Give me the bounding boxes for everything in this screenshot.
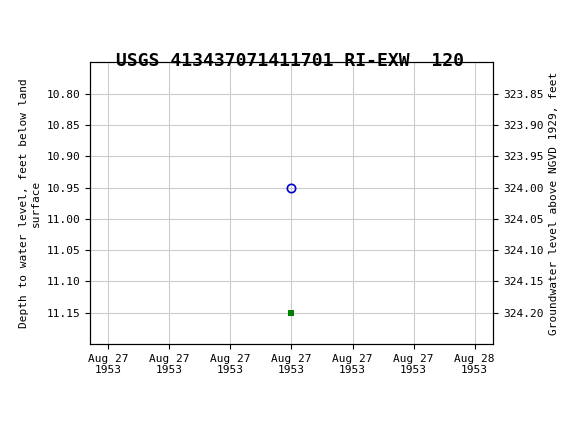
Y-axis label: Groundwater level above NGVD 1929, feet: Groundwater level above NGVD 1929, feet	[549, 71, 559, 335]
Y-axis label: Depth to water level, feet below land
surface: Depth to water level, feet below land su…	[19, 78, 41, 328]
Text: USGS: USGS	[75, 12, 139, 33]
Legend: Period of approved data: Period of approved data	[180, 427, 403, 430]
Text: USGS 413437071411701 RI-EXW  120: USGS 413437071411701 RI-EXW 120	[116, 52, 464, 71]
